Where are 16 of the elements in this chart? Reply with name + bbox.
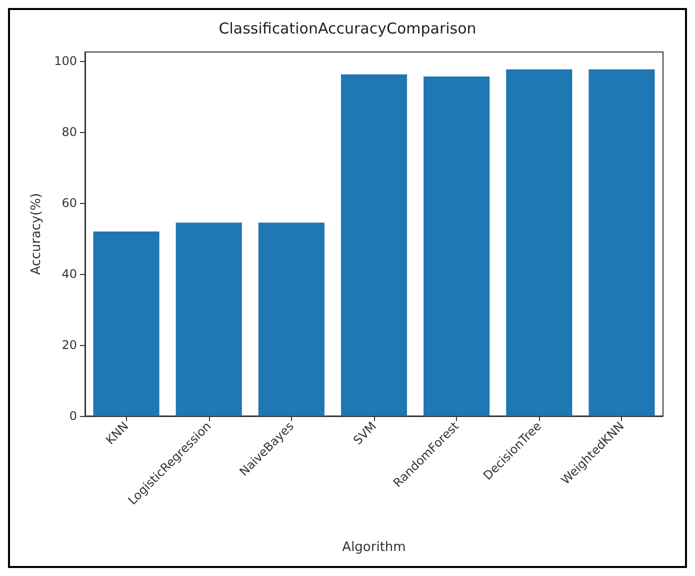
y-tick-label: 80: [62, 125, 77, 140]
y-tick-label: 0: [69, 409, 77, 423]
x-axis-title: Algorithm: [342, 540, 406, 555]
bar: [340, 74, 408, 416]
y-tick-label: 100: [54, 54, 77, 68]
bar: [93, 232, 160, 416]
bar: [506, 69, 572, 416]
bar: [424, 76, 490, 416]
y-tick-label: 60: [62, 196, 77, 210]
bar: [176, 222, 242, 416]
y-tick-label: 20: [62, 338, 77, 352]
y-tick-label: 40: [62, 267, 77, 282]
y-axis-title: Accuracy(%): [29, 193, 44, 275]
bar: [258, 222, 324, 416]
chart-title: ClassificationAccuracyComparison: [218, 20, 476, 38]
bar: [588, 69, 655, 416]
